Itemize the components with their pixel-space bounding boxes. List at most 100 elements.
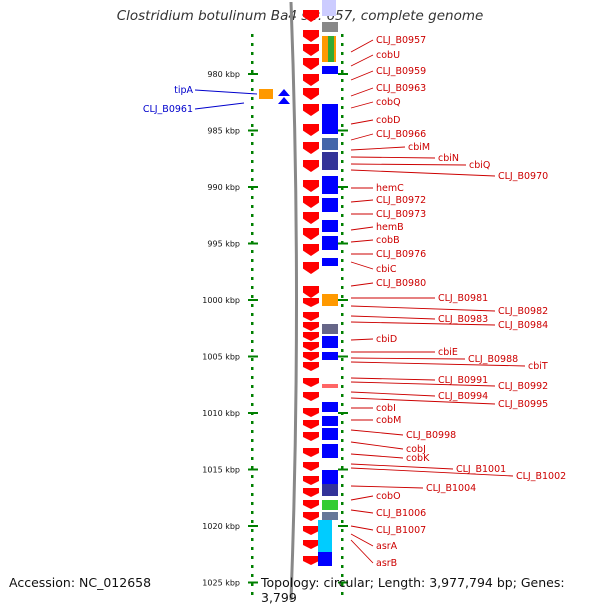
forward-cds-arrow	[303, 322, 319, 331]
tick-dot	[341, 565, 344, 568]
position-ticks: 980 kbp 985 kbp 990 kbp 995 kbp 1000 kbp 1005…	[202, 70, 348, 588]
forward-cds-arrow	[303, 44, 319, 56]
forward-cds-arrow	[303, 74, 319, 86]
forward-label-leader	[350, 453, 404, 459]
cog-block	[318, 520, 332, 552]
tick-dot	[341, 322, 344, 325]
tick-dot	[341, 124, 344, 127]
tick-label: 1020 kbp	[202, 522, 240, 531]
forward-label: hemC	[376, 183, 404, 194]
tick-label: 1010 kbp	[202, 409, 240, 418]
forward-label-leader	[350, 133, 374, 141]
tick-dot	[251, 358, 254, 361]
tick-dot	[341, 511, 344, 514]
cog-block	[322, 152, 338, 170]
forward-label: CLJ_B0982	[498, 306, 548, 317]
forward-strand-features	[303, 10, 338, 565]
forward-cds-arrow	[303, 286, 319, 298]
forward-label-leader	[350, 54, 374, 67]
forward-label: CLJ_B0980	[376, 278, 426, 289]
forward-cds-arrow	[303, 262, 319, 274]
tick-dot	[341, 187, 344, 190]
forward-label-leader	[350, 39, 374, 53]
tick-dot	[251, 475, 254, 478]
tick-dot	[341, 592, 344, 595]
forward-label-leader	[350, 441, 404, 450]
tick-dot	[251, 574, 254, 577]
tick-dot	[251, 547, 254, 550]
cog-block	[322, 258, 338, 266]
tick-label: 1005 kbp	[202, 353, 240, 362]
cog-block	[322, 512, 338, 520]
tick-dot	[341, 70, 344, 73]
tick-dot	[251, 70, 254, 73]
forward-label: cobU	[376, 50, 400, 61]
forward-label-leader	[350, 199, 374, 203]
forward-label: CLJ_B0988	[468, 354, 518, 365]
tick-dot	[251, 592, 254, 595]
tick-dot	[251, 52, 254, 55]
tick-dot	[341, 196, 344, 199]
forward-label: cbiC	[376, 264, 397, 275]
cog-block	[322, 66, 338, 74]
cog-block	[318, 552, 332, 566]
tick-dot	[251, 88, 254, 91]
tick-dot	[341, 538, 344, 541]
tick-dot	[251, 421, 254, 424]
tick-dot	[251, 169, 254, 172]
tick-dot	[341, 340, 344, 343]
forward-label-leader	[350, 226, 374, 231]
accession-text: Accession: NC_012658	[9, 575, 152, 590]
forward-cds-arrow	[303, 342, 319, 351]
tick-dot	[341, 466, 344, 469]
forward-cds-arrow	[303, 298, 319, 307]
tick-dot	[341, 52, 344, 55]
genome-title: Clostridium botulinum Ba4 str. 657, comp…	[116, 8, 484, 24]
tick-dot	[341, 97, 344, 100]
forward-label-leader	[350, 169, 496, 177]
tick-dot	[251, 457, 254, 460]
forward-cds-arrow	[303, 500, 319, 509]
forward-cds-arrow	[303, 142, 319, 154]
forward-label: CLJ_B1002	[516, 471, 566, 482]
cog-block	[322, 470, 338, 484]
forward-label: CLJ_B1007	[376, 525, 426, 536]
tick-dot	[251, 313, 254, 316]
tick-dot	[341, 268, 344, 271]
forward-label: CLJ_B0959	[376, 66, 426, 77]
cog-block	[322, 444, 338, 458]
reverse-cds-arrow	[278, 89, 290, 96]
tick-dot	[341, 484, 344, 487]
cog-block	[322, 484, 338, 496]
tick-dot	[251, 349, 254, 352]
tick-dot	[251, 520, 254, 523]
forward-label: CLJ_B0995	[498, 399, 548, 410]
tick-dot	[341, 277, 344, 280]
forward-label-leader	[350, 495, 374, 501]
tick-dot	[251, 466, 254, 469]
forward-label-leader	[350, 357, 466, 360]
forward-label: CLJ_B0984	[498, 320, 548, 331]
reverse-label-leader	[194, 89, 258, 95]
gene-labels: tipA CLJ_B0961 CLJ_B0957 cobU CLJ_B0959 CLJ_B…	[143, 35, 566, 569]
tick-dot	[251, 124, 254, 127]
forward-label: cobM	[376, 415, 401, 426]
cog-block	[322, 500, 338, 510]
tick-dot	[251, 565, 254, 568]
tick-dot	[341, 367, 344, 370]
tick-dot	[341, 394, 344, 397]
forward-label-leader	[350, 101, 374, 109]
forward-label-leader	[350, 163, 467, 166]
tick-dot	[251, 295, 254, 298]
forward-label: cobK	[406, 453, 430, 464]
tick-dot	[341, 529, 344, 532]
forward-label: CLJ_B0957	[376, 35, 426, 46]
tick-dot	[251, 250, 254, 253]
forward-label-leader	[350, 361, 526, 367]
forward-label-leader	[350, 429, 404, 436]
tick-dot	[251, 160, 254, 163]
forward-cds-arrow	[303, 540, 319, 549]
tick-dot	[341, 457, 344, 460]
forward-label: CLJ_B0994	[438, 391, 488, 402]
